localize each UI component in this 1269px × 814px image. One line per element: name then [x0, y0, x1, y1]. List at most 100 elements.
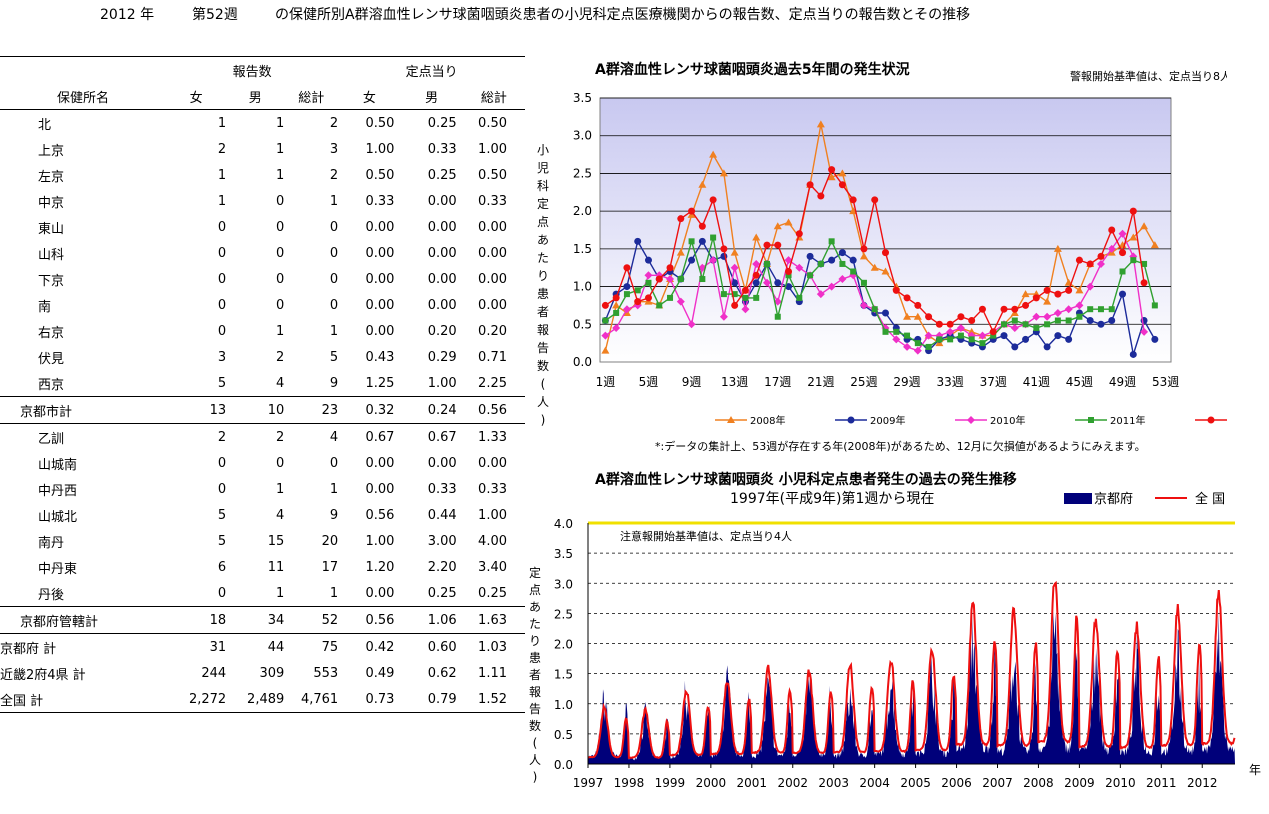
data-point	[967, 416, 975, 424]
row-value: 0.79	[400, 686, 463, 713]
data-point	[1108, 306, 1115, 313]
data-point	[903, 312, 912, 320]
x-tick-label: 2006	[941, 776, 972, 790]
data-point	[924, 331, 933, 340]
data-point	[1053, 244, 1062, 252]
row-value: 0.33	[365, 193, 395, 209]
data-point	[860, 245, 868, 253]
row-value: 1.00	[365, 141, 395, 157]
y-axis-label-char: た	[537, 251, 549, 265]
row-value: 1.03	[462, 633, 525, 660]
data-point	[795, 263, 804, 272]
data-point	[719, 169, 728, 177]
x-tick-label: 2004	[859, 776, 890, 790]
row-value: 0	[275, 297, 285, 313]
row-name: 中丹東	[38, 561, 78, 577]
row-value: 0.00	[478, 219, 507, 235]
data-point	[687, 320, 696, 329]
y-axis-label-char: (	[533, 736, 538, 750]
row-value: 2	[275, 349, 285, 365]
y-tick-label: 1.5	[554, 668, 573, 682]
data-point	[644, 271, 653, 280]
data-point	[763, 260, 770, 267]
x-tick-label: 49週	[1109, 375, 1136, 389]
data-point	[978, 331, 987, 340]
x-tick-label: 2003	[818, 776, 849, 790]
row-value: 0.67	[427, 429, 457, 445]
row-value: 0.00	[365, 297, 395, 313]
legend-label: 2011年	[1110, 414, 1145, 427]
row-value: 0.25	[427, 167, 457, 183]
y-tick-label: 2.0	[573, 204, 592, 218]
x-tick-label: 53週	[1152, 375, 1179, 389]
data-point	[666, 275, 675, 284]
row-value: 1	[275, 115, 285, 131]
data-point	[644, 256, 652, 264]
y-axis-label-char: 点	[529, 583, 541, 597]
row-value: 0.71	[478, 349, 507, 365]
y-axis-label-char: り	[537, 269, 549, 283]
table-row: 中京 1 0 1 0.33 0.00 0.33	[0, 188, 525, 214]
row-value: 0.00	[365, 245, 395, 261]
data-point	[904, 332, 911, 339]
row-value: 0	[275, 219, 285, 235]
row-value: 75	[284, 633, 339, 660]
y-axis-label-char: 科	[537, 179, 549, 193]
data-point	[720, 245, 728, 253]
row-value: 0.33	[478, 193, 507, 209]
table-row: 近畿2府4県 計 244 309 553 0.49 0.62 1.11	[0, 660, 525, 686]
data-point	[741, 286, 749, 294]
data-point	[914, 340, 921, 347]
row-value: 0.00	[478, 271, 507, 287]
data-point	[827, 282, 836, 291]
row-value: 5	[217, 533, 227, 549]
header-col: 女	[166, 83, 227, 110]
data-point	[612, 324, 621, 333]
row-value: 0.42	[338, 633, 401, 660]
data-point	[882, 328, 889, 335]
data-point	[881, 267, 890, 275]
y-tick-label: 0.5	[554, 728, 573, 742]
table-row: 西京 5 4 9 1.25 1.00 2.25	[0, 370, 525, 397]
data-point	[913, 312, 922, 320]
data-point	[698, 263, 707, 272]
data-point	[752, 233, 761, 241]
row-name: 中京	[38, 195, 65, 211]
data-point	[774, 279, 782, 287]
x-tick-label: 25週	[850, 375, 877, 389]
row-value: 0.00	[365, 323, 395, 339]
data-point	[698, 237, 706, 245]
row-value: 1	[275, 141, 285, 157]
data-point	[968, 317, 976, 325]
data-point	[1065, 286, 1073, 294]
data-point	[1140, 222, 1149, 230]
x-tick-label: 37週	[980, 375, 1007, 389]
data-point	[1086, 260, 1094, 268]
data-point	[796, 294, 803, 301]
row-value: 2	[329, 115, 339, 131]
data-point	[710, 234, 717, 241]
data-point	[1022, 335, 1030, 343]
data-point	[1011, 343, 1019, 351]
row-value: 0.20	[427, 323, 457, 339]
data-point	[850, 268, 857, 275]
y-tick-label: 2.5	[573, 166, 592, 180]
chart2-subtitle: 1997年(平成9年)第1週から現在	[730, 490, 934, 507]
data-point	[752, 271, 760, 279]
row-value: 0	[275, 245, 285, 261]
row-value: 309	[259, 665, 285, 681]
data-point	[838, 275, 847, 284]
row-value: 1.00	[478, 141, 507, 157]
row-value: 0.56	[462, 396, 525, 424]
data-point	[1129, 350, 1137, 358]
data-point	[1150, 241, 1159, 249]
y-axis-label-char: 点	[537, 215, 549, 229]
y-axis-label-char: 患	[537, 287, 549, 301]
row-name: 京都府 計	[0, 633, 166, 660]
row-value: 0	[275, 271, 285, 287]
row-value: 15	[267, 533, 285, 549]
data-point	[849, 196, 857, 204]
data-point	[1043, 297, 1052, 305]
row-value: 0.60	[400, 633, 463, 660]
data-point	[847, 416, 855, 424]
